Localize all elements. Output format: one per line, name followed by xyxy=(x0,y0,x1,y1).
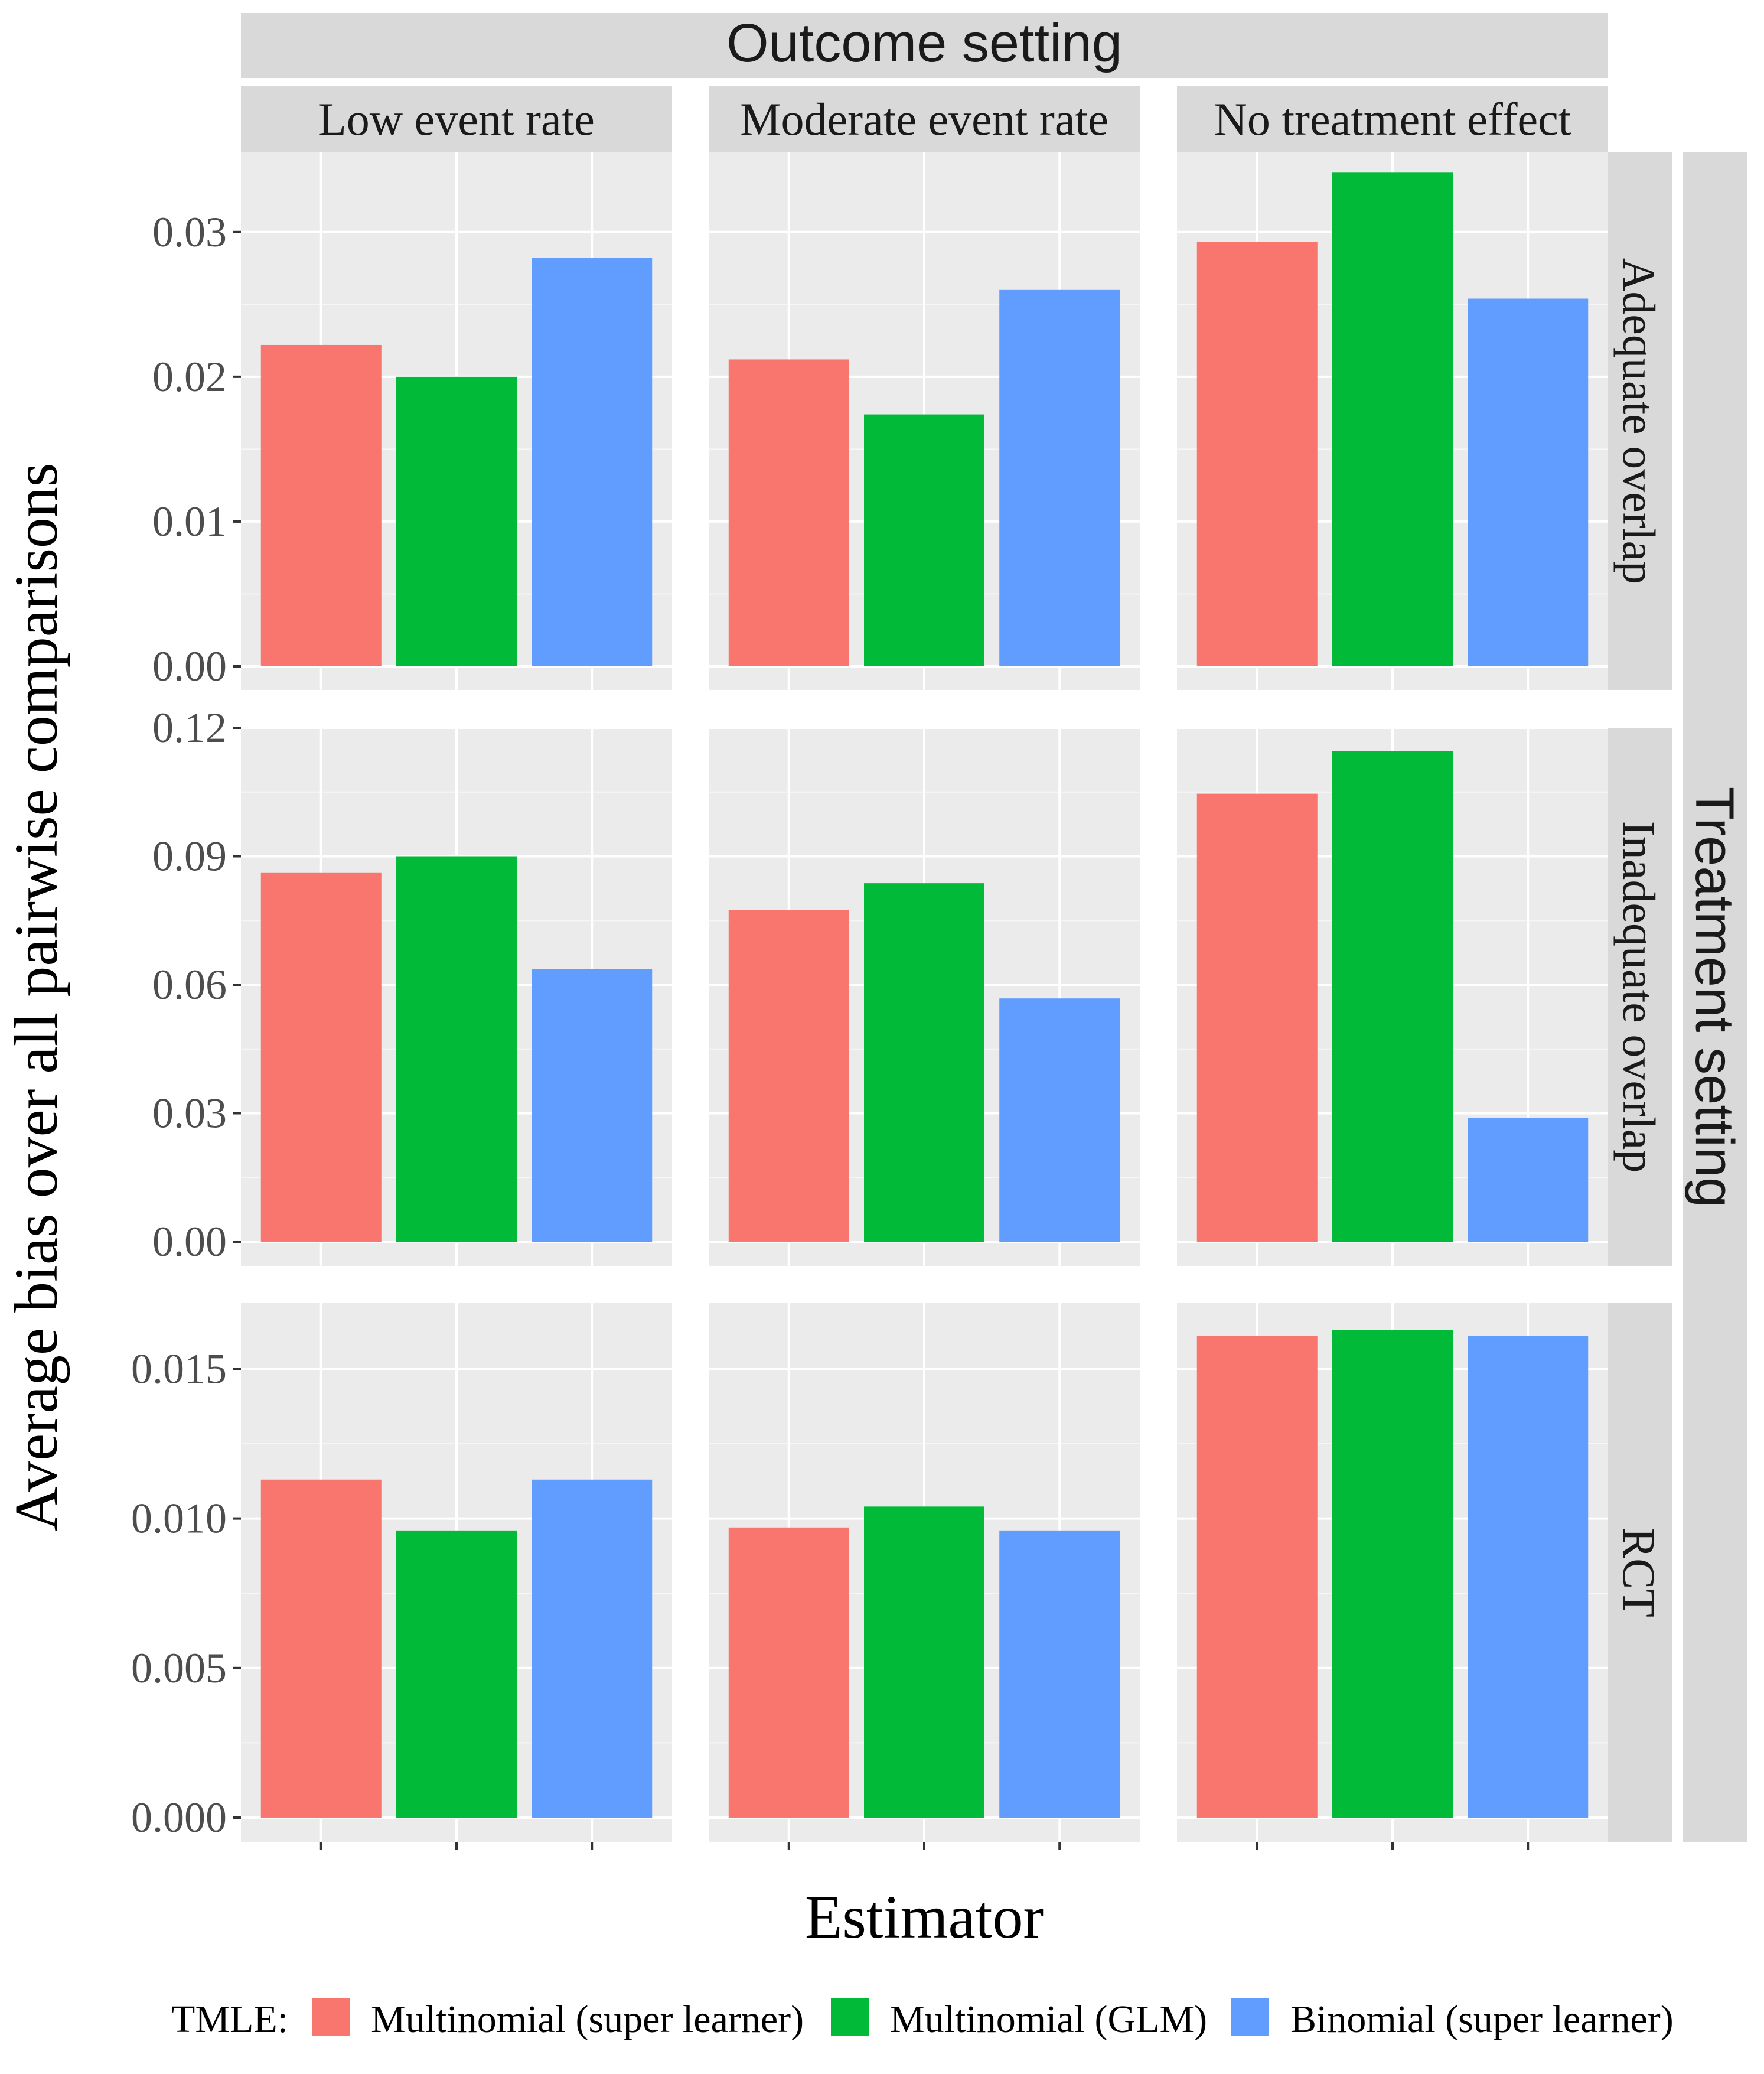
bar xyxy=(1196,242,1318,666)
y-axis-tick-label: 0.005 xyxy=(131,1645,227,1692)
bar xyxy=(999,289,1120,666)
column-strip-label: Moderate event rate xyxy=(740,93,1108,145)
bar xyxy=(864,414,984,666)
legend-layer: TMLE: Multinomial (super learner) Multinom… xyxy=(171,1998,1674,2041)
y-axis-tick-label: 0.12 xyxy=(152,704,227,751)
row-strip-label: Inadequate overlap xyxy=(1613,821,1665,1173)
bar xyxy=(728,910,849,1242)
y-axis-tick-label: 0.03 xyxy=(152,209,227,256)
column-strip xyxy=(709,86,1140,152)
row-strip xyxy=(1608,728,1672,1266)
bar xyxy=(396,376,517,666)
bar xyxy=(396,856,517,1242)
y-axis-title: Average bias over all pairwise compariso… xyxy=(2,463,70,1532)
bar xyxy=(532,1479,653,1818)
column-strip-label: No treatment effect xyxy=(1214,93,1571,145)
outcome-setting-strip xyxy=(241,13,1608,78)
strips-layer: Outcome setting Low event rate Moderate ev… xyxy=(241,13,1747,1842)
y-axis-tick-label: 0.000 xyxy=(131,1794,227,1841)
y-axis-tick-label: 0.01 xyxy=(152,498,227,545)
bar xyxy=(1468,298,1589,666)
y-axis-tick-label: 0.02 xyxy=(152,353,227,401)
panels-layer xyxy=(241,152,1608,1842)
legend-label: Binomial (super learner) xyxy=(1290,1998,1674,2041)
bar xyxy=(1332,172,1453,667)
y-axis-tick-label: 0.00 xyxy=(152,1218,227,1265)
legend-swatch xyxy=(312,1998,350,2036)
bar xyxy=(1332,751,1453,1242)
treatment-setting-strip xyxy=(1683,152,1747,1842)
column-strip xyxy=(1177,86,1608,152)
bar xyxy=(1468,1118,1589,1242)
y-axis-tick-label: 0.09 xyxy=(152,833,227,880)
row-strip-label: Adequate overlap xyxy=(1613,258,1665,584)
bar xyxy=(999,998,1120,1242)
bar xyxy=(532,969,653,1242)
bar xyxy=(260,344,382,666)
bar xyxy=(260,872,382,1242)
column-strip xyxy=(241,86,672,152)
legend-title: TMLE: xyxy=(171,1998,288,2041)
bar xyxy=(396,1530,517,1818)
y-axis-tick-label: 0.06 xyxy=(152,961,227,1008)
bar xyxy=(864,1506,984,1818)
bar xyxy=(999,1530,1120,1818)
x-axis-title: Estimator xyxy=(805,1883,1044,1951)
row-strip-label: RCT xyxy=(1613,1528,1665,1617)
legend-label: Multinomial (GLM) xyxy=(890,1998,1207,2041)
legend-swatch xyxy=(831,1998,869,2036)
row-strip xyxy=(1608,1303,1672,1842)
legend-label: Multinomial (super learner) xyxy=(371,1998,804,2041)
column-strip-label: Low event rate xyxy=(318,93,595,145)
bar xyxy=(1196,1336,1318,1818)
bar xyxy=(728,359,849,666)
row-strip xyxy=(1608,152,1672,690)
bar xyxy=(532,258,653,667)
y-axis-tick-label: 0.00 xyxy=(152,643,227,690)
y-axis-tick-label: 0.010 xyxy=(131,1495,227,1542)
bar xyxy=(1332,1330,1453,1818)
legend-swatch xyxy=(1231,1998,1269,2036)
outcome-setting-label: Outcome setting xyxy=(726,13,1122,73)
y-axis-tick-label: 0.015 xyxy=(131,1345,227,1392)
treatment-setting-label: Treatment setting xyxy=(1684,787,1745,1207)
y-axis-tick-label: 0.03 xyxy=(152,1090,227,1137)
bar xyxy=(728,1527,849,1818)
bar xyxy=(1196,793,1318,1242)
axes-layer: 0.00 0.01 0.02 0.03 0.00 0.03 0.06 0.09 0.12 0.00… xyxy=(2,209,1530,1951)
bar xyxy=(864,883,984,1242)
bar xyxy=(260,1479,382,1818)
bar xyxy=(1468,1336,1589,1818)
